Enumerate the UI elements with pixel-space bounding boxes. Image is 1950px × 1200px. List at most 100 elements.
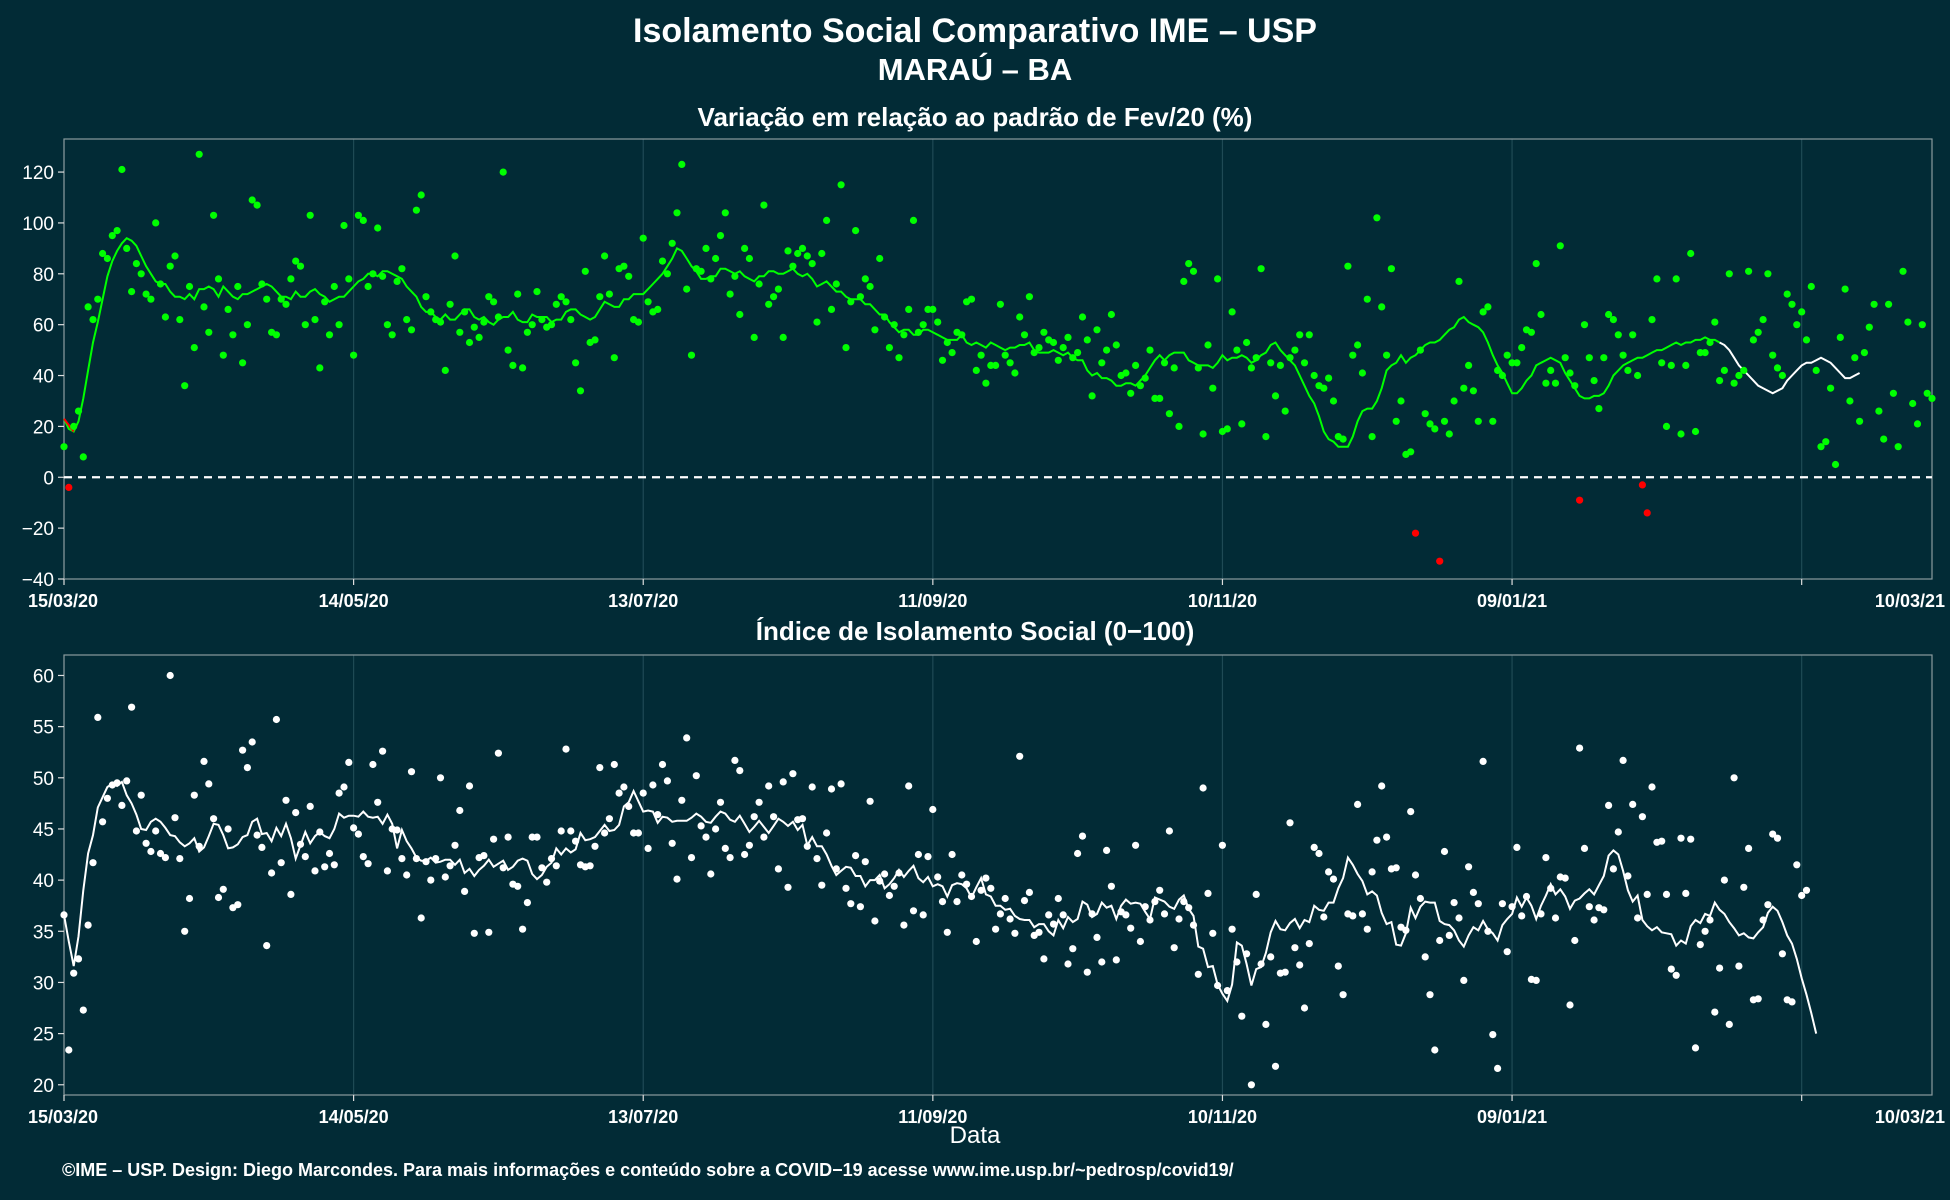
panel1-data-point <box>210 211 218 219</box>
panel1-data-point <box>301 321 309 329</box>
panel1-ytick-label: 100 <box>22 214 54 235</box>
panel2-data-point <box>827 785 836 793</box>
panel1-data-point <box>1769 351 1777 359</box>
panel1-xtick-label: 13/07/20 <box>608 591 678 611</box>
panel2-data-point <box>1040 955 1048 963</box>
panel2-xtick-label: 11/09/20 <box>898 1107 967 1127</box>
panel2-data-point <box>490 835 498 843</box>
panel2-data-point <box>282 796 290 804</box>
panel1-data-point <box>852 227 860 235</box>
panel1-data-point <box>234 282 242 291</box>
panel1-data-point <box>919 321 927 329</box>
panel2-data-point <box>1185 904 1193 912</box>
panel1-data-point <box>881 313 889 321</box>
panel2-data-point <box>1305 940 1313 948</box>
panel2-data-point <box>934 873 942 881</box>
panel2-data-point <box>1494 1064 1502 1072</box>
panel1-data-point <box>1913 420 1922 428</box>
panel1-data-point <box>803 252 811 260</box>
panel1-data-point <box>842 344 850 352</box>
panel1-data-point <box>798 244 807 252</box>
panel2-data-point <box>533 833 541 841</box>
panel1-data-point <box>1093 326 1101 334</box>
panel1-data-point <box>1798 308 1806 316</box>
panel1-data-point <box>808 260 816 268</box>
panel2-data-point <box>374 798 382 806</box>
panel1-data-point <box>1720 366 1728 374</box>
panel1-data-point <box>1576 496 1584 504</box>
panel1-data-point <box>1185 260 1193 268</box>
panel2-data-point <box>847 900 855 908</box>
panel1-data-point <box>1035 344 1043 352</box>
panel2-data-point <box>1701 927 1709 935</box>
panel2-data-point <box>325 849 334 858</box>
panel1-data-point <box>1716 377 1724 385</box>
panel2-data-point <box>605 815 614 823</box>
panel2-data-point <box>1720 876 1728 884</box>
panel2-data-point <box>268 869 276 877</box>
panel2-data-point <box>1469 888 1477 897</box>
panel2-data-point <box>383 867 391 875</box>
panel1-data-point <box>1170 364 1178 372</box>
panel2-data-point <box>1537 910 1545 918</box>
panel2-data-point <box>137 791 145 799</box>
panel2-data-point <box>1624 872 1632 880</box>
panel2-data-point <box>1788 998 1796 1006</box>
panel1-data-point <box>557 293 565 301</box>
panel2-data-point <box>1223 987 1231 995</box>
panel1-data-point <box>634 318 643 326</box>
panel2-data-point <box>1551 914 1560 922</box>
panel1-data-point <box>1489 417 1497 425</box>
panel1-data-point <box>1614 331 1622 339</box>
panel1-data-point <box>1300 359 1309 367</box>
panel2-ytick-label: 20 <box>33 1076 54 1097</box>
panel2-data-point <box>1103 846 1111 855</box>
panel2-data-point <box>465 782 474 790</box>
panel1-data-point <box>605 290 614 298</box>
panel2-data-point <box>1233 958 1241 966</box>
panel1-data-point <box>132 260 140 268</box>
panel1-data-point <box>79 453 87 461</box>
panel2-data-point <box>263 942 271 950</box>
panel1-data-point <box>277 295 285 303</box>
panel1-xtick-label: 09/01/21 <box>1477 591 1547 611</box>
panel1-data-point <box>354 211 362 219</box>
panel1-xtick-label: 10/11/20 <box>1188 591 1257 611</box>
panel2-data-point <box>1160 910 1169 918</box>
panel2-data-point <box>340 783 348 791</box>
panel1-data-point <box>760 201 768 209</box>
panel2-data-point <box>74 955 83 963</box>
panel1-data-point <box>1701 349 1709 357</box>
panel2-data-point <box>634 829 643 837</box>
panel1-data-point <box>1064 333 1072 341</box>
panel1-data-point <box>639 234 647 242</box>
panel1-data-point <box>750 333 758 341</box>
panel2-data-point <box>687 854 696 862</box>
panel1-data-point <box>1831 460 1840 469</box>
panel2-data-point <box>128 703 136 711</box>
panel1-data-point <box>1624 366 1632 374</box>
panel1-data-point <box>1687 249 1695 258</box>
panel1-data-point <box>1325 374 1333 382</box>
panel1-ytick-label: 40 <box>33 367 54 388</box>
panel2-data-point <box>1112 956 1120 964</box>
panel2-data-point <box>1049 920 1058 928</box>
panel2-data-point <box>861 858 869 866</box>
panel1-data-point <box>494 313 502 321</box>
panel2-data-point <box>586 862 594 870</box>
panel2-data-point <box>1320 913 1328 921</box>
panel1-data-point <box>311 316 319 324</box>
panel1-data-point <box>388 331 396 339</box>
panel1-data-point <box>938 356 947 364</box>
panel1-data-point <box>726 290 734 298</box>
panel1-data-point <box>823 216 831 224</box>
panel2-data-point <box>1296 961 1304 969</box>
panel1-data-point <box>1807 282 1815 291</box>
panel1-data-point <box>65 483 73 491</box>
panel2-data-point <box>1083 968 1091 976</box>
panel2-data-point <box>958 871 966 879</box>
x-axis-label: Data <box>949 1122 1001 1149</box>
panel2-data-point <box>654 811 662 819</box>
panel1-data-point <box>1527 328 1535 336</box>
panel1-data-point <box>258 280 266 288</box>
